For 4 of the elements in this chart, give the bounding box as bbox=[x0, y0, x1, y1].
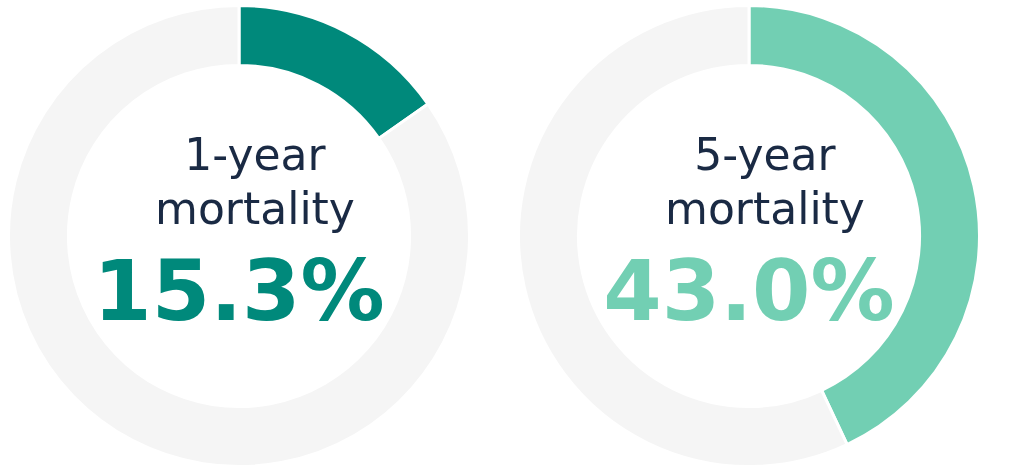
text: 1-year mortality bbox=[155, 128, 355, 236]
text: 15.3% bbox=[93, 241, 385, 340]
text: 5-year mortality bbox=[665, 128, 865, 236]
text: 43.0% bbox=[603, 241, 895, 340]
